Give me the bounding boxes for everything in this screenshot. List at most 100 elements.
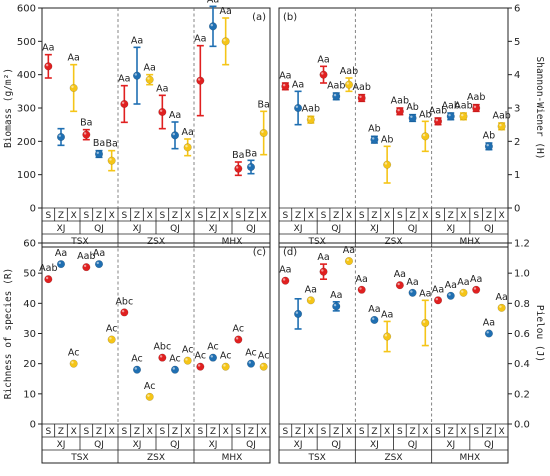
point-highlight <box>223 364 226 367</box>
group-label-TSX: TSX <box>70 237 88 247</box>
data-point-S <box>395 107 404 116</box>
point-highlight <box>159 355 163 358</box>
significance-label: Aa <box>207 0 219 5</box>
species-label-S: S <box>321 427 327 437</box>
y-tick-label: 4 <box>514 70 520 81</box>
species-label-Z: Z <box>448 211 454 221</box>
point-highlight <box>185 358 188 361</box>
point-highlight <box>448 113 451 117</box>
data-point-S <box>357 285 366 294</box>
species-label-Z: Z <box>210 427 216 437</box>
point-highlight <box>333 93 337 97</box>
data-point-X <box>383 332 392 341</box>
significance-label: Ac <box>258 351 270 362</box>
y-tick-label: 2 <box>514 137 520 148</box>
y-tick-label: 50 <box>23 269 36 280</box>
data-point-X <box>145 392 154 401</box>
y-axis-label: Shannon-Wiener (H) <box>534 57 545 160</box>
data-point-Z <box>208 22 218 31</box>
point-highlight <box>147 77 150 80</box>
point-highlight <box>372 317 375 320</box>
data-point-X <box>306 296 315 305</box>
species-label-S: S <box>359 427 365 437</box>
point-highlight <box>45 63 49 67</box>
subgroup-label-QJ: QJ <box>170 440 180 450</box>
y-tick-label: 6 <box>514 4 520 15</box>
data-point-S <box>82 263 91 272</box>
y-axis-label: Richness of species (R) <box>3 268 14 400</box>
point-highlight <box>435 118 439 122</box>
panel-frame <box>41 7 271 248</box>
species-label-Z: Z <box>134 211 140 221</box>
point-highlight <box>197 364 201 367</box>
y-tick-label: 30 <box>23 329 36 340</box>
data-point-X <box>183 143 192 152</box>
species-label-Z: Z <box>58 211 64 221</box>
point-highlight <box>121 101 125 105</box>
significance-label: Ac <box>182 345 194 356</box>
species-label-S: S <box>45 427 51 437</box>
significance-label: Ab <box>381 134 394 145</box>
panel-frame <box>41 242 271 464</box>
species-label-X: X <box>185 211 191 221</box>
data-point-S <box>281 82 290 91</box>
species-label-S: S <box>359 211 365 221</box>
y-tick-label: 600 <box>17 4 36 15</box>
data-point-X <box>69 359 78 368</box>
data-point-X <box>344 257 354 266</box>
species-label-X: X <box>261 211 267 221</box>
significance-label: Aa <box>356 274 368 285</box>
point-highlight <box>473 287 477 290</box>
significance-label: Ab <box>406 102 419 113</box>
data-point-X <box>259 362 268 371</box>
data-point-S <box>158 107 167 117</box>
panel-label: (a) <box>252 12 266 23</box>
point-highlight <box>333 303 337 307</box>
species-label-S: S <box>235 211 241 221</box>
significance-label: Aa <box>343 245 355 256</box>
point-highlight <box>397 108 400 112</box>
significance-label: Aa <box>220 6 232 17</box>
point-highlight <box>45 276 49 280</box>
y-tick-label: 5 <box>514 37 520 48</box>
point-highlight <box>58 261 61 265</box>
point-highlight <box>147 394 150 397</box>
point-highlight <box>410 115 413 119</box>
species-label-X: X <box>346 211 352 221</box>
significance-label: Aa <box>169 110 181 121</box>
subgroup-label-XJ: XJ <box>370 224 379 234</box>
data-point-Z <box>484 142 493 151</box>
data-point-S <box>234 164 243 173</box>
point-highlight <box>435 297 439 301</box>
y-tick-label: 0 <box>514 204 520 215</box>
significance-label: Aa <box>305 284 317 295</box>
species-label-X: X <box>109 427 115 437</box>
subgroup-label-QJ: QJ <box>170 224 180 234</box>
point-highlight <box>282 83 286 87</box>
species-label-Z: Z <box>371 427 377 437</box>
y-tick-label: 300 <box>17 104 36 115</box>
point-highlight <box>223 38 226 42</box>
point-highlight <box>172 132 175 136</box>
species-label-S: S <box>235 427 241 437</box>
subgroup-label-QJ: QJ <box>408 224 418 234</box>
significance-label: Aab <box>39 263 57 274</box>
significance-label: Aab <box>302 104 320 115</box>
species-label-Z: Z <box>409 427 415 437</box>
data-point-X <box>306 115 315 124</box>
significance-label: Aa <box>292 79 304 90</box>
significance-label: Aa <box>131 35 143 46</box>
significance-label: Aa <box>93 248 105 259</box>
point-highlight <box>461 290 464 293</box>
species-label-X: X <box>346 427 352 437</box>
significance-label: Aab <box>454 100 472 111</box>
significance-label: Aa <box>55 248 67 259</box>
data-point-X <box>421 318 430 327</box>
data-point-S <box>472 103 481 113</box>
data-point-X <box>107 156 116 165</box>
data-point-Z <box>208 353 218 362</box>
subgroup-label-XJ: XJ <box>294 224 303 234</box>
point-highlight <box>499 123 502 127</box>
subgroup-label-XJ: XJ <box>133 224 142 234</box>
